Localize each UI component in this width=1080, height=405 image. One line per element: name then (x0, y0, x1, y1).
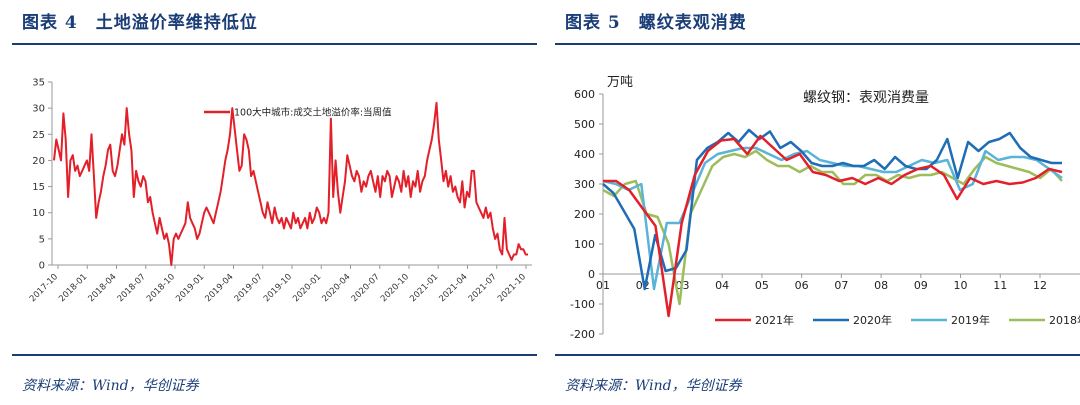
left-y-tick-label: 5 (39, 234, 45, 245)
right-y-tick-label: -100 (570, 298, 595, 311)
right-bottom-rule (555, 354, 1080, 356)
right-legend-label: 2021年 (755, 313, 794, 327)
right-y-tick-label: 400 (574, 148, 595, 161)
right-y-tick-label: -200 (570, 328, 595, 341)
right-y-tick-label: 200 (574, 208, 595, 221)
right-y-tick-label: 100 (574, 238, 595, 251)
right-chart-title: 螺纹钢：表观消费量 (803, 90, 929, 106)
left-panel: 图表 4 土地溢价率维持低位 0 5 10 15 20 25 30 35 2017-10 2018… (12, 0, 537, 405)
right-series-line (602, 146, 1063, 291)
right-x-tick-label: 07 (834, 279, 848, 292)
left-x-tick-label: 2018-10 (145, 272, 177, 304)
left-x-tick-label: 2019-01 (174, 272, 206, 304)
right-y-tick-label: 0 (588, 268, 595, 281)
left-y-tick-label: 30 (32, 104, 45, 115)
left-source-note: 资料来源：Wind，华创证券 (22, 378, 199, 394)
right-x-tick-label: 12 (1033, 279, 1047, 292)
left-x-tick-label: 2018-07 (116, 272, 148, 304)
right-x-tick-label: 04 (715, 279, 729, 292)
left-y-tick-label: 0 (39, 261, 45, 272)
right-y-tick-label: 300 (574, 178, 595, 191)
right-series-line (602, 149, 1063, 306)
left-x-tick-label: 2020-10 (379, 272, 411, 304)
left-x-tick-label: 2021-10 (496, 272, 528, 304)
left-chart: 051015202530352017-102018-012018-042018-… (28, 78, 532, 304)
left-x-tick-label: 2020-07 (350, 272, 382, 304)
left-title-rule (12, 43, 537, 45)
right-x-tick-label: 11 (993, 279, 1007, 292)
left-series-line (53, 101, 528, 266)
right-x-tick-label: 01 (596, 279, 610, 292)
right-source-note: 资料来源：Wind，华创证券 (565, 378, 742, 394)
left-bottom-rule (12, 354, 537, 356)
right-panel: 图表 5 螺纹表观消费 -200 -100 0 100 200 300 400 500 600 万… (555, 0, 1080, 405)
right-series-line (602, 128, 1062, 291)
right-y-tick-label: 500 (574, 118, 595, 131)
left-x-tick-label: 2021-04 (437, 272, 469, 304)
right-x-tick-label: 10 (954, 279, 968, 292)
right-title-rule (555, 43, 1080, 45)
right-series-line (603, 134, 1063, 318)
left-x-tick-label: 2021-01 (408, 272, 440, 304)
right-y-tick-label: 600 (574, 88, 595, 101)
left-x-tick-label: 2018-01 (57, 272, 89, 304)
right-x-tick-label: 08 (874, 279, 888, 292)
right-x-tick-label: 06 (795, 279, 809, 292)
right-figure-title: 图表 5 螺纹表观消费 (565, 13, 747, 33)
left-x-tick-label: 2019-07 (233, 272, 265, 304)
left-x-tick-label: 2017-10 (28, 272, 60, 304)
left-x-tick-label: 2019-10 (262, 272, 294, 304)
left-y-tick-label: 10 (32, 208, 45, 219)
left-x-tick-label: 2018-04 (86, 272, 118, 304)
right-legend-label: 2020年 (853, 313, 892, 327)
left-y-tick-label: 20 (32, 156, 45, 167)
left-x-tick-label: 2020-04 (320, 272, 352, 304)
left-x-tick-label: 2021-07 (467, 272, 499, 304)
left-x-tick-label: 2020-01 (291, 272, 323, 304)
right-x-tick-label: 05 (755, 279, 769, 292)
right-y-axis-label: 万吨 (607, 75, 633, 90)
right-legend-label: 2018年 (1049, 313, 1080, 327)
right-legend-label: 2019年 (951, 313, 990, 327)
left-legend-label: 100大中城市:成交土地溢价率:当周值 (234, 107, 392, 119)
left-y-tick-label: 25 (32, 130, 45, 141)
left-x-tick-label: 2019-04 (203, 272, 235, 304)
right-x-tick-label: 09 (914, 279, 928, 292)
left-figure-title: 图表 4 土地溢价率维持低位 (22, 13, 258, 33)
left-y-tick-label: 15 (32, 182, 45, 193)
left-y-tick-label: 35 (32, 78, 45, 89)
